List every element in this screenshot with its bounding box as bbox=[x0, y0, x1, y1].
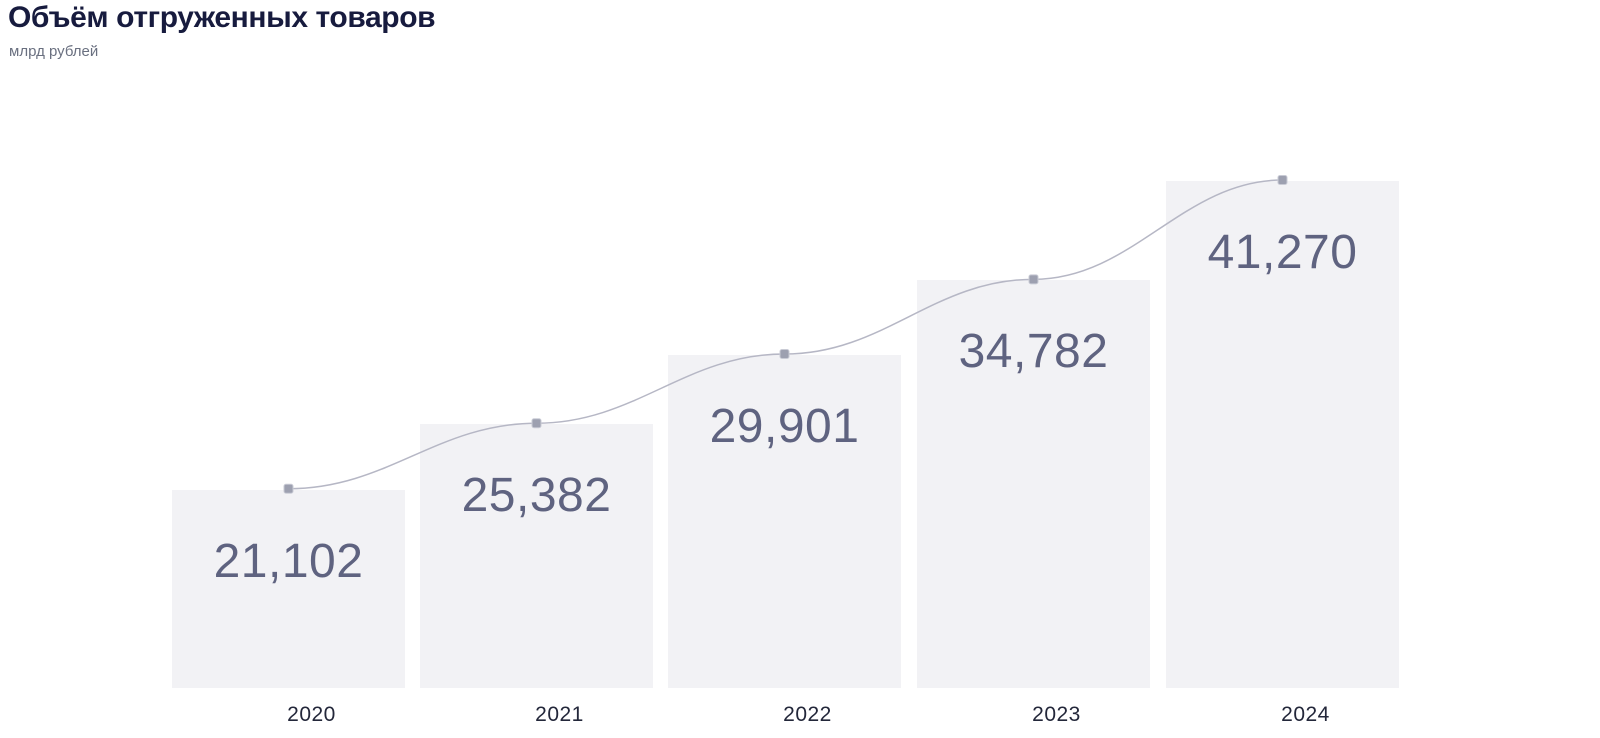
x-axis-label-2021: 2021 bbox=[535, 703, 584, 726]
chart-subtitle: млрд рублей bbox=[9, 43, 99, 60]
bar-value-label: 25,382 bbox=[461, 469, 612, 523]
bar-2023: 34,782 bbox=[917, 280, 1150, 688]
bar-2020: 21,102 bbox=[172, 489, 405, 688]
x-axis-label-2024: 2024 bbox=[1281, 703, 1330, 726]
bar-2024: 41,270 bbox=[1166, 181, 1399, 688]
chart-title: Объём отгруженных товаров bbox=[8, 1, 436, 34]
bar-2021: 25,382 bbox=[420, 424, 653, 688]
x-axis-label-2020: 2020 bbox=[287, 703, 336, 726]
bar-value-label: 41,270 bbox=[1207, 226, 1358, 279]
bar-value-label: 29,901 bbox=[709, 400, 860, 454]
bar-2022: 29,901 bbox=[668, 355, 901, 688]
bar-value-label: 34,782 bbox=[958, 325, 1109, 379]
x-axis-label-2023: 2023 bbox=[1032, 703, 1081, 726]
x-axis-label-2022: 2022 bbox=[783, 703, 832, 726]
bar-value-label: 21,102 bbox=[213, 534, 364, 588]
